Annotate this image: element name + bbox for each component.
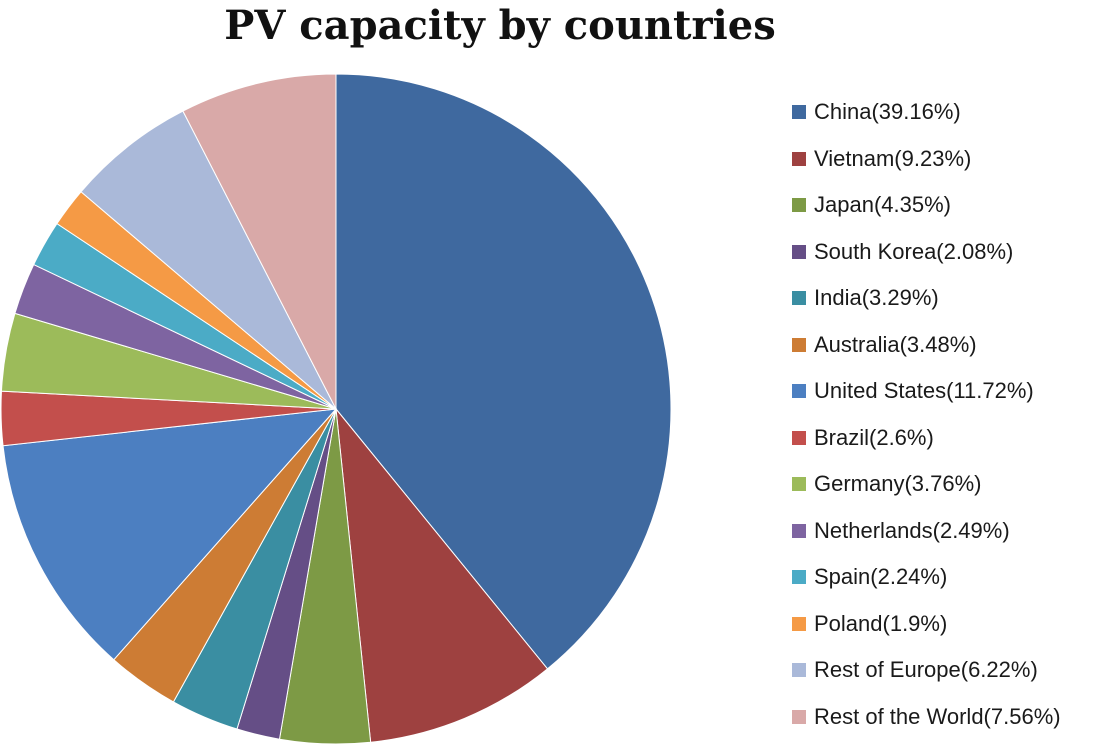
legend-item: Netherlands(2.49%) xyxy=(792,508,1092,555)
legend-swatch xyxy=(792,663,806,678)
legend-item: Rest of Europe(6.22%) xyxy=(792,647,1092,694)
legend: China(39.16%) Vietnam(9.23%) Japan(4.35%) S… xyxy=(792,89,1092,740)
pie-slices xyxy=(0,73,672,745)
legend-label: Spain(2.24%) xyxy=(814,564,948,590)
legend-label: Vietnam(9.23%) xyxy=(814,145,972,171)
legend-item: Spain(2.24%) xyxy=(792,554,1092,601)
legend-label: Australia(3.48%) xyxy=(814,331,977,357)
legend-label: Brazil(2.6%) xyxy=(814,424,934,450)
legend-label: Rest of the World(7.56%) xyxy=(814,703,1061,729)
legend-label: Germany(3.76%) xyxy=(814,471,982,497)
legend-label: China(39.16%) xyxy=(814,99,961,125)
legend-item: India(3.29%) xyxy=(792,275,1092,322)
legend-swatch xyxy=(792,337,806,352)
legend-swatch xyxy=(792,244,806,259)
legend-label: India(3.29%) xyxy=(814,285,939,311)
pie-slice-13 xyxy=(182,73,337,410)
legend-swatch xyxy=(792,384,806,399)
pie-slice-12 xyxy=(80,110,337,410)
legend-label: South Korea(2.08%) xyxy=(814,238,1014,264)
legend-label: Rest of Europe(6.22%) xyxy=(814,657,1038,683)
chart-title: PV capacity by countries xyxy=(224,2,776,49)
legend-item: Rest of the World(7.56%) xyxy=(792,694,1092,741)
legend-label: Poland(1.9%) xyxy=(814,610,948,636)
pie-slice-1 xyxy=(335,407,549,743)
legend-swatch xyxy=(792,291,806,306)
legend-swatch xyxy=(792,105,806,120)
legend-label: Japan(4.35%) xyxy=(814,192,951,218)
legend-swatch xyxy=(792,198,806,213)
legend-swatch xyxy=(792,616,806,631)
legend-item: Australia(3.48%) xyxy=(792,322,1092,369)
legend-item: Vietnam(9.23%) xyxy=(792,136,1092,183)
legend-swatch xyxy=(792,570,806,585)
legend-item: Germany(3.76%) xyxy=(792,461,1092,508)
legend-swatch xyxy=(792,151,806,166)
pie-chart xyxy=(0,73,672,745)
legend-item: Japan(4.35%) xyxy=(792,182,1092,229)
legend-swatch xyxy=(792,477,806,492)
legend-item: Poland(1.9%) xyxy=(792,601,1092,648)
legend-swatch xyxy=(792,430,806,445)
legend-label: United States(11.72%) xyxy=(814,378,1034,404)
pie-slice-0 xyxy=(335,73,672,670)
legend-item: United States(11.72%) xyxy=(792,368,1092,415)
legend-item: South Korea(2.08%) xyxy=(792,229,1092,276)
legend-swatch xyxy=(792,523,806,538)
legend-item: China(39.16%) xyxy=(792,89,1092,136)
legend-item: Brazil(2.6%) xyxy=(792,415,1092,462)
legend-label: Netherlands(2.49%) xyxy=(814,517,1010,543)
pie-slice-6 xyxy=(2,408,338,661)
legend-swatch xyxy=(792,709,806,724)
